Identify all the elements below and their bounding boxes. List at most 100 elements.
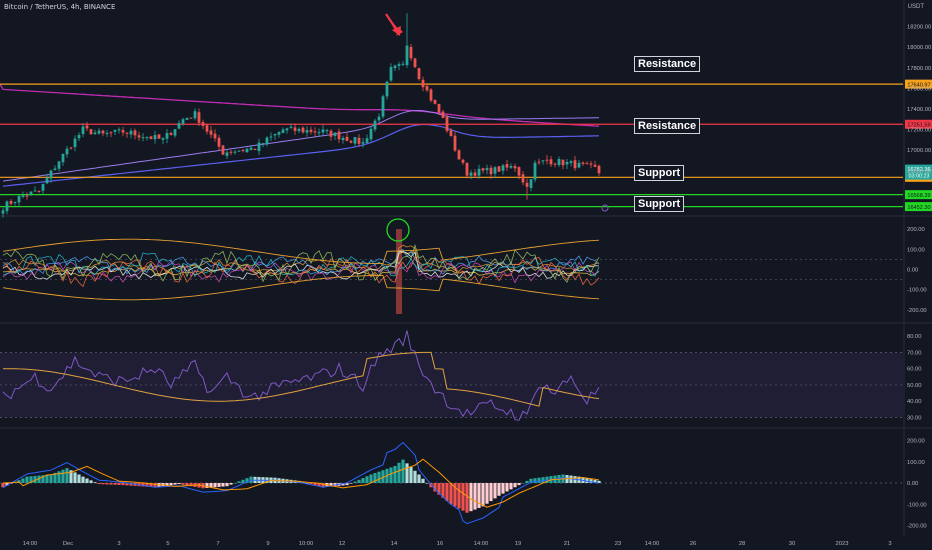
candle-body [213, 133, 217, 139]
candle-body [485, 168, 489, 171]
macd-histogram-bar [77, 474, 81, 483]
macd-histogram-bar [509, 483, 513, 490]
time-axis-tick: 9 [266, 541, 269, 547]
oscillator-axis-tick: 100.00 [907, 247, 925, 253]
candle-body [421, 79, 425, 88]
macd-histogram-bar [453, 483, 457, 507]
macd-axis-tick: 100.00 [907, 460, 925, 466]
macd-histogram-bar [329, 483, 333, 487]
macd-line [2, 441, 600, 525]
macd-histogram-bar [373, 473, 377, 483]
time-axis-tick: 23 [615, 541, 621, 547]
candle-body [233, 151, 237, 153]
level-price-tag [905, 202, 932, 212]
candle-body [357, 137, 361, 144]
candle-body [129, 130, 133, 135]
macd-histogram-bar [361, 478, 365, 483]
candle-body [481, 168, 485, 171]
oscillator-envelope [2, 275, 600, 301]
candle-body [189, 117, 193, 119]
macd-histogram-bar [237, 481, 241, 483]
candle-body [41, 183, 45, 191]
macd-histogram-bar [513, 483, 517, 488]
macd-histogram-bar [49, 474, 53, 483]
candle-body [569, 161, 573, 163]
candle-body [417, 68, 421, 80]
time-axis-tick: 19 [515, 541, 521, 547]
macd-histogram-bar [37, 475, 41, 483]
candle-body [205, 125, 209, 132]
candle-body [125, 132, 129, 134]
candle-body [401, 63, 405, 65]
price-axis-tick: 17400.00 [907, 107, 931, 113]
time-axis-tick: 14 [391, 541, 398, 547]
macd-histogram-bar [57, 471, 61, 483]
macd-histogram-bar [241, 479, 245, 483]
candle-body [49, 170, 53, 179]
macd-histogram-bar [597, 480, 601, 483]
time-axis-tick: Dec [63, 541, 73, 547]
candle-body [321, 129, 325, 133]
oscillator-axis-tick: -100.00 [907, 288, 927, 294]
candle-body [469, 172, 473, 176]
candle-body [353, 137, 357, 144]
level-price-tag [905, 190, 932, 200]
moving-average-mid [2, 123, 600, 187]
currency-unit: USDT [907, 4, 924, 10]
candle-body [133, 130, 137, 136]
macd-histogram-bar [21, 478, 25, 483]
macd-histogram-bar [81, 476, 85, 483]
candle-body [289, 126, 293, 128]
candle-body [465, 163, 469, 176]
macd-histogram-bar [473, 483, 477, 510]
candle-body [237, 150, 241, 152]
macd-histogram-bar [17, 480, 21, 483]
macd-histogram-bar [69, 470, 73, 483]
candle-body [529, 179, 533, 188]
candle-body [561, 159, 565, 166]
candle-body [597, 165, 601, 174]
candle-body [65, 148, 69, 155]
candle-body [501, 165, 505, 171]
candle-body [33, 190, 37, 192]
rsi-axis-tick: 70.00 [907, 350, 922, 356]
level-price-tag [905, 119, 932, 129]
macd-histogram-bar [525, 480, 529, 483]
candle-body [217, 137, 221, 147]
candle-body [121, 130, 125, 133]
candle-body [473, 172, 477, 176]
level-price-label: 16568.39 [907, 193, 930, 199]
price-axis-tick: 17800.00 [907, 66, 931, 72]
candle-body [505, 164, 509, 168]
candle-body [273, 133, 277, 136]
price-axis-tick: 18200.00 [907, 25, 931, 31]
macd-histogram-bar [477, 483, 481, 508]
candle-body [477, 168, 481, 176]
macd-histogram-bar [469, 483, 473, 512]
candle-body [309, 129, 313, 133]
candle-body [185, 118, 189, 120]
time-axis-tick: 7 [216, 541, 219, 547]
candle-body [161, 138, 165, 140]
candle-body [61, 153, 65, 163]
candle-body [13, 202, 17, 204]
candle-body [581, 162, 585, 164]
macd-histogram-bar [229, 483, 233, 485]
rsi-axis-tick: 40.00 [907, 399, 922, 405]
candle-body [281, 129, 285, 134]
time-axis-tick: 10:00 [299, 541, 314, 547]
candle-body [453, 135, 457, 151]
time-axis-tick: 2023 [836, 541, 849, 547]
candle-body [261, 143, 265, 145]
candle-body [181, 119, 185, 124]
candle-body [85, 125, 89, 129]
candle-body [541, 160, 545, 162]
rsi-axis-tick: 30.00 [907, 415, 922, 421]
oscillator-axis-tick: 200.00 [907, 227, 925, 233]
candle-body [493, 167, 497, 174]
macd-histogram-bar [85, 478, 89, 483]
macd-axis-tick: 200.00 [907, 439, 925, 445]
macd-histogram-bar [149, 483, 153, 487]
macd-histogram-bar [245, 478, 249, 483]
